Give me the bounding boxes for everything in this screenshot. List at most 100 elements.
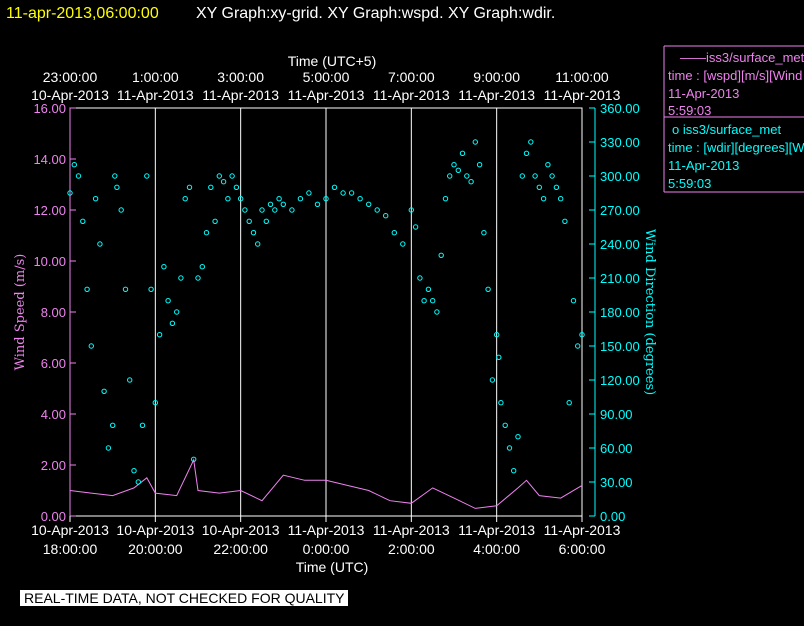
right-tick-label: 300.00 (600, 169, 640, 184)
wdir-point (502, 422, 508, 428)
legend-entry-wspd: ——iss3/surface_met time : [wspd][m/s][Wi… (668, 50, 804, 118)
wdir-point (425, 286, 432, 292)
top-tick-time: 1:00:00 (132, 69, 179, 85)
top-tick-time: 9:00:00 (473, 69, 520, 85)
wdir-point (165, 298, 171, 304)
wdir-point (88, 343, 95, 349)
wdir-point (464, 173, 470, 179)
wdir-point (131, 468, 137, 474)
wdir-point (549, 173, 555, 179)
wdir-point (579, 332, 585, 338)
wdir-series (67, 139, 585, 485)
right-tick-label: 360.00 (600, 101, 640, 116)
wdir-point (451, 162, 457, 168)
wdir-point (383, 213, 389, 219)
right-tick-label: 120.00 (600, 373, 640, 388)
legend-entry-wdir: o iss3/surface_met time : [wdir][degrees… (668, 122, 804, 191)
wdir-point (246, 218, 252, 225)
left-tick-label: 8.00 (41, 305, 66, 320)
wdir-point (97, 241, 103, 247)
wdir-point (255, 241, 261, 247)
wdir-point (515, 434, 521, 440)
top-tick-date: 11-Apr-2013 (202, 87, 279, 103)
wdir-point (496, 354, 502, 360)
top-tick-time: 11:00:00 (555, 69, 609, 85)
bottom-tick-time: 2:00:00 (388, 541, 435, 557)
wdir-point (331, 184, 338, 191)
right-tick-label: 270.00 (600, 203, 640, 218)
wdir-point (267, 201, 274, 208)
wdir-point (540, 196, 547, 202)
wdir-point (280, 201, 286, 208)
wdir-point (92, 196, 99, 202)
wdir-point (174, 309, 180, 315)
bottom-axis-ticks: 10-Apr-2013 18:00:00 10-Apr-2013 20:00:00 10… (31, 516, 621, 557)
wdir-point (199, 264, 206, 270)
wdir-point (447, 173, 453, 179)
wdir-point (545, 162, 551, 168)
wdir-point (110, 422, 116, 428)
wdir-point (182, 196, 188, 202)
wdir-point (233, 184, 240, 191)
top-tick-date: 11-Apr-2013 (458, 87, 535, 103)
wdir-point (216, 173, 223, 179)
wdir-point (400, 241, 406, 247)
wdir-point (122, 286, 129, 292)
bottom-tick-time: 20:00:00 (128, 541, 183, 557)
left-axis-label: Wind Speed (m/s) (13, 254, 28, 371)
top-axis-label: Time (UTC+5) (288, 53, 377, 69)
legend-wdir-field: time : [wdir][degrees][W (668, 140, 804, 155)
wdir-point (366, 201, 372, 208)
wdir-point (511, 468, 517, 474)
legend-wdir-time: 5:59:03 (668, 176, 711, 191)
right-tick-label: 330.00 (600, 135, 640, 150)
wdir-point (476, 162, 483, 168)
bottom-tick-time: 22:00:00 (213, 541, 268, 557)
wdir-point (169, 320, 176, 326)
bottom-tick-time: 18:00:00 (43, 541, 98, 557)
top-tick-time: 23:00:00 (43, 69, 98, 85)
legend-wspd-time: 5:59:03 (668, 103, 711, 118)
left-tick-label: 14.00 (33, 152, 66, 167)
right-tick-label: 90.00 (600, 407, 633, 422)
top-tick-date: 11-Apr-2013 (544, 87, 621, 103)
wdir-point (442, 196, 449, 202)
bottom-tick-date: 11-Apr-2013 (544, 522, 621, 538)
wdir-point (220, 179, 227, 185)
wdir-point (84, 286, 90, 292)
wdir-point (323, 196, 329, 202)
wdir-point (186, 184, 193, 191)
wdir-point (506, 445, 513, 451)
wdir-point (314, 201, 321, 208)
bottom-tick-time: 4:00:00 (473, 541, 520, 557)
wdir-point (481, 230, 487, 236)
wdir-point (67, 190, 73, 196)
wdir-point (238, 196, 244, 202)
top-tick-date: 10-Apr-2013 (31, 87, 109, 103)
wdir-point (472, 139, 478, 145)
wdir-point (438, 252, 444, 259)
wdir-point (532, 173, 538, 179)
wdir-point (272, 207, 278, 213)
wdir-point (498, 400, 504, 406)
top-tick-time: 5:00:00 (303, 69, 350, 85)
wdir-point (374, 207, 380, 213)
top-axis-ticks: 23:00:00 10-Apr-2013 1:00:00 11-Apr-2013 3:0… (31, 69, 621, 103)
bottom-tick-date: 11-Apr-2013 (373, 522, 450, 538)
wdir-point (348, 190, 355, 196)
wdir-point (558, 196, 564, 202)
wdir-point (101, 388, 107, 394)
wdir-point (340, 190, 346, 196)
right-tick-label: 240.00 (600, 237, 640, 252)
wdir-point (562, 218, 568, 225)
legend-wdir-date: 11-Apr-2013 (668, 158, 739, 173)
right-tick-label: 0.00 (600, 509, 625, 524)
bottom-tick-time: 6:00:00 (559, 541, 606, 557)
wdir-point (306, 190, 312, 196)
legend-wdir-line: o iss3/surface_met (672, 122, 781, 137)
quality-warning: REAL-TIME DATA, NOT CHECKED FOR QUALITY (20, 590, 349, 606)
bottom-tick-date: 11-Apr-2013 (288, 522, 365, 538)
right-tick-label: 60.00 (600, 441, 633, 456)
top-tick-date: 11-Apr-2013 (288, 87, 365, 103)
